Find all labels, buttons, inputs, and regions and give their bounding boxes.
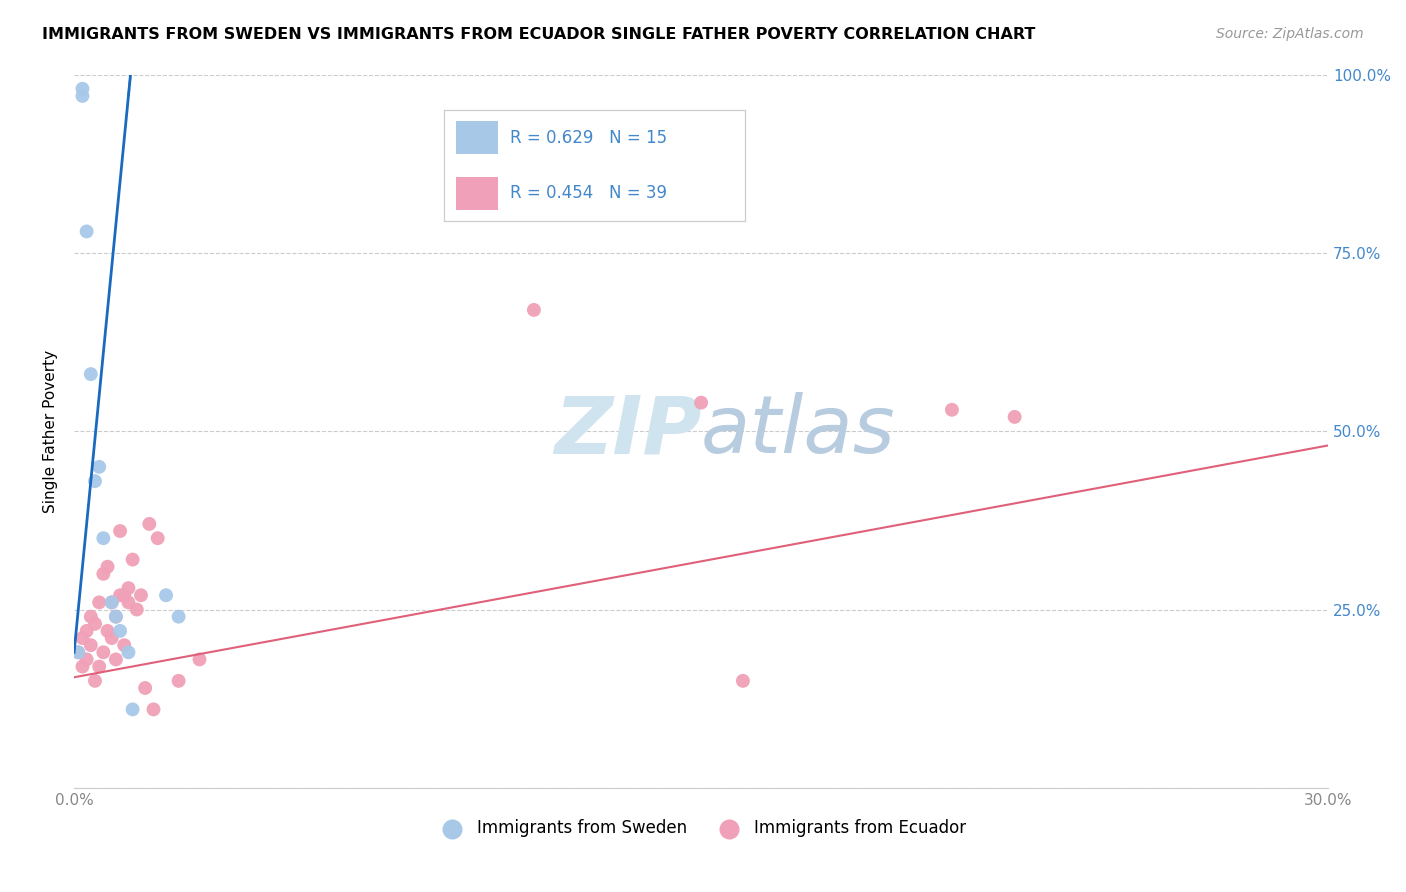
Point [89,595,111,609]
Point [67,645,90,659]
Point [121,702,143,716]
Point [941,402,963,417]
Point [72,82,94,96]
Point [76,624,98,638]
Point [117,595,139,609]
Point [72,631,94,645]
Point [108,588,131,602]
Point [1004,409,1026,424]
Point [80,638,103,652]
Point [96,624,118,638]
Y-axis label: Single Father Poverty: Single Father Poverty [44,350,58,513]
Point [93,645,115,659]
Point [121,552,143,566]
Point [108,524,131,538]
Point [129,588,152,602]
Point [690,395,713,409]
Point [167,609,190,624]
Point [93,531,115,545]
Point [125,602,148,616]
Point [100,595,122,609]
Point [76,652,98,666]
Point [167,673,190,688]
Point [108,624,131,638]
Point [104,652,127,666]
Point [84,474,107,488]
Point [89,459,111,474]
Point [80,367,103,381]
Point [84,616,107,631]
Point [84,673,107,688]
Point [93,566,115,581]
Point [138,516,160,531]
Point [104,609,127,624]
Point [188,652,211,666]
Legend: Immigrants from Sweden, Immigrants from Ecuador: Immigrants from Sweden, Immigrants from … [429,813,973,844]
Point [112,588,135,602]
Point [146,531,169,545]
Point [117,581,139,595]
Point [117,645,139,659]
Point [731,673,754,688]
Point [155,588,177,602]
Point [80,609,103,624]
Point [523,302,546,317]
Point [104,609,127,624]
Point [100,595,122,609]
Text: Source: ZipAtlas.com: Source: ZipAtlas.com [1216,27,1364,41]
Point [72,89,94,103]
Point [100,631,122,645]
Point [96,559,118,574]
Text: IMMIGRANTS FROM SWEDEN VS IMMIGRANTS FROM ECUADOR SINGLE FATHER POVERTY CORRELAT: IMMIGRANTS FROM SWEDEN VS IMMIGRANTS FRO… [42,27,1036,42]
Point [89,659,111,673]
Text: atlas: atlas [702,392,896,470]
Point [67,645,90,659]
Point [112,638,135,652]
Point [76,224,98,238]
Text: ZIP: ZIP [554,392,702,470]
Point [72,659,94,673]
Point [142,702,165,716]
Point [134,681,156,695]
